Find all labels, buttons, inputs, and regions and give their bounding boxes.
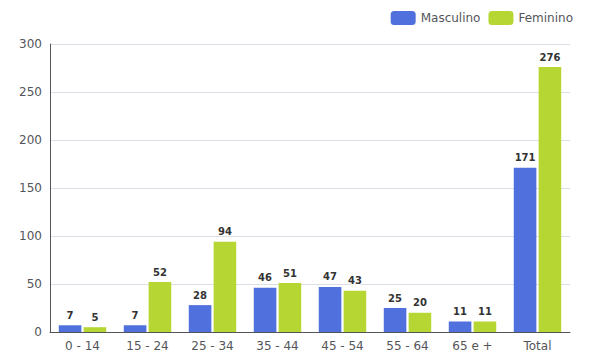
- svg-text:65 e +: 65 e +: [452, 339, 492, 353]
- svg-text:Feminino: Feminino: [518, 11, 573, 25]
- svg-text:5: 5: [91, 312, 98, 323]
- svg-text:43: 43: [348, 275, 362, 286]
- svg-text:15 - 24: 15 - 24: [126, 339, 169, 353]
- svg-text:45 - 54: 45 - 54: [321, 339, 364, 353]
- svg-text:35 - 44: 35 - 44: [256, 339, 299, 353]
- svg-text:Total: Total: [522, 339, 551, 353]
- svg-text:46: 46: [258, 272, 272, 283]
- svg-text:52: 52: [153, 267, 167, 278]
- svg-text:28: 28: [193, 290, 207, 301]
- svg-text:100: 100: [19, 229, 42, 243]
- svg-text:20: 20: [413, 297, 427, 308]
- svg-text:11: 11: [453, 306, 467, 317]
- svg-text:25: 25: [388, 293, 402, 304]
- svg-text:11: 11: [478, 306, 492, 317]
- svg-text:0: 0: [34, 325, 42, 339]
- svg-text:276: 276: [539, 52, 560, 63]
- svg-text:250: 250: [19, 85, 42, 99]
- svg-text:47: 47: [323, 271, 337, 282]
- svg-text:7: 7: [67, 310, 74, 321]
- svg-text:171: 171: [515, 152, 536, 163]
- svg-text:51: 51: [283, 268, 297, 279]
- svg-text:55 - 64: 55 - 64: [386, 339, 429, 353]
- svg-text:0 - 14: 0 - 14: [65, 339, 100, 353]
- svg-text:Masculino: Masculino: [421, 11, 481, 25]
- svg-text:25 - 34: 25 - 34: [191, 339, 234, 353]
- svg-text:300: 300: [19, 37, 42, 51]
- svg-text:7: 7: [132, 310, 139, 321]
- svg-text:94: 94: [218, 226, 232, 237]
- svg-text:50: 50: [27, 277, 42, 291]
- svg-text:200: 200: [19, 133, 42, 147]
- svg-text:150: 150: [19, 181, 42, 195]
